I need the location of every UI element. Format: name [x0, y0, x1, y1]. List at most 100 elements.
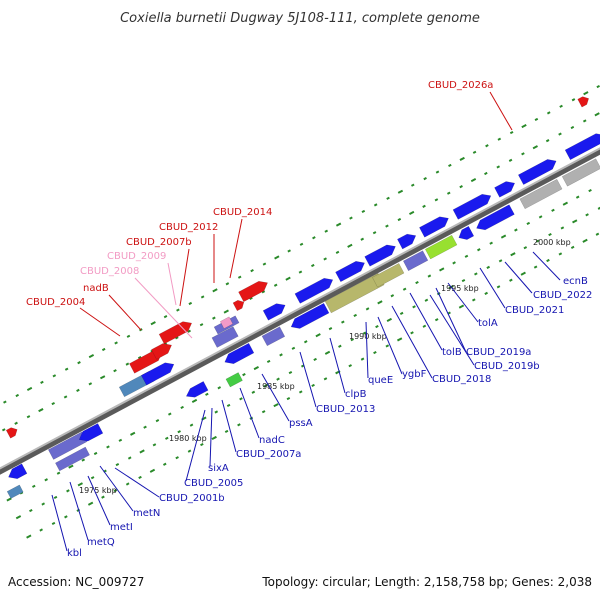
accession-text: Accession: NC_009727: [8, 575, 144, 589]
gene-label[interactable]: CBUD_2018: [432, 374, 491, 385]
guide-dot: [559, 104, 563, 108]
gene-label[interactable]: tolB: [442, 347, 462, 358]
guide-dot: [510, 252, 516, 257]
guide-dot: [485, 144, 489, 148]
leader-line: [261, 373, 290, 422]
leader-line: [365, 321, 369, 379]
guide-dot: [51, 521, 56, 526]
guide-dot: [38, 408, 44, 413]
gene-label[interactable]: nadC: [259, 435, 285, 446]
guide-dot: [546, 258, 550, 263]
guide-dot: [362, 331, 367, 335]
guide-dot: [130, 431, 136, 436]
gene-arrow: [78, 423, 104, 442]
gene-label[interactable]: CBUD_2007a: [236, 449, 301, 460]
guide-dot: [26, 415, 31, 419]
tick-label: 1980 kbp: [169, 434, 207, 443]
gene-label[interactable]: ecnB: [563, 276, 588, 287]
gene-label[interactable]: CBUD_2005: [184, 478, 243, 489]
guide-dot: [570, 125, 575, 130]
gene-label[interactable]: CBUD_2026a: [428, 80, 493, 91]
gene-label[interactable]: CBUD_2019a: [466, 347, 531, 358]
gene-label[interactable]: CBUD_2019b: [474, 361, 540, 372]
guide-dot: [386, 317, 392, 323]
leader-line: [391, 305, 433, 379]
gene-label[interactable]: CBUD_2001b: [159, 493, 225, 504]
gene-label[interactable]: CBUD_2012: [159, 222, 218, 233]
gene-label[interactable]: CBUD_2014: [213, 207, 272, 218]
guide-dot: [66, 489, 70, 493]
guide-dot: [489, 241, 493, 245]
guide-dot: [279, 353, 283, 357]
guide-dot: [335, 250, 340, 254]
guide-dot: [350, 338, 355, 342]
guide-dot: [535, 239, 540, 243]
gene-label[interactable]: CBUD_2022: [533, 290, 592, 301]
gene-label[interactable]: CBUD_2008: [80, 266, 139, 277]
guide-dot: [180, 405, 184, 410]
guide-dot: [594, 112, 600, 117]
guide-dot: [335, 222, 342, 227]
tick-label: 1975 kbp: [79, 486, 117, 495]
gene-label[interactable]: CBUD_2009: [107, 251, 166, 262]
gene-label[interactable]: CBUD_2007b: [126, 237, 192, 248]
gene-label[interactable]: queE: [368, 375, 393, 386]
leader-line: [134, 277, 193, 339]
guide-dot: [176, 308, 180, 312]
gene-arrow: [262, 303, 286, 321]
guide-dot: [152, 443, 157, 447]
guide-dot: [261, 290, 266, 294]
guide-dot: [175, 336, 179, 340]
guide-dot: [99, 375, 106, 380]
gene-label[interactable]: metN: [133, 508, 160, 519]
gene-label[interactable]: metQ: [87, 537, 115, 548]
guide-dot: [521, 152, 525, 156]
guide-dot: [68, 464, 74, 469]
gene-label[interactable]: nadB: [83, 283, 109, 294]
guide-dot: [88, 382, 93, 386]
guide-dot: [458, 304, 465, 309]
gene-label[interactable]: kbl: [67, 548, 82, 559]
gene-arrow: [561, 158, 600, 187]
guide-dot: [397, 217, 402, 222]
guide-dot: [239, 397, 243, 401]
gene-arrow: [577, 96, 590, 108]
guide-dot: [217, 386, 222, 390]
guide-dot: [328, 327, 333, 331]
gene-label[interactable]: tolA: [478, 318, 498, 329]
guide-dot: [583, 91, 589, 96]
gene-label[interactable]: metI: [110, 522, 133, 533]
gene-label[interactable]: ygbF: [402, 369, 427, 380]
gene-label[interactable]: CBUD_2004: [26, 297, 85, 308]
guide-dot: [64, 515, 68, 519]
guide-dot: [373, 350, 377, 355]
guide-dot: [88, 354, 95, 359]
guide-dot: [237, 275, 242, 279]
gene-label[interactable]: CBUD_2013: [316, 404, 375, 415]
guide-dot: [434, 198, 439, 202]
guide-dot: [570, 245, 575, 249]
gene-arrow: [219, 316, 234, 329]
guide-dot: [558, 252, 563, 256]
gene-label[interactable]: sixA: [208, 463, 229, 474]
guide-dot: [286, 396, 291, 401]
guide-dot: [582, 238, 588, 243]
guide-dot: [224, 429, 229, 433]
guide-dot: [53, 495, 58, 500]
gene-label[interactable]: pssA: [289, 418, 313, 429]
guide-dot: [191, 398, 198, 403]
guide-dot: [93, 451, 98, 456]
guide-dot: [139, 449, 145, 454]
guide-dot: [81, 458, 86, 462]
guide-dot: [558, 132, 562, 136]
leader-line: [299, 351, 317, 408]
guide-dot: [266, 359, 271, 364]
guide-dot: [375, 324, 379, 329]
gene-label[interactable]: clpB: [345, 389, 367, 400]
leader-line: [377, 316, 403, 375]
guide-dot: [452, 261, 456, 265]
gene-label[interactable]: CBUD_2021: [505, 305, 564, 316]
leader-line: [435, 287, 467, 353]
guide-dot: [386, 196, 390, 200]
leader-line: [167, 262, 177, 306]
